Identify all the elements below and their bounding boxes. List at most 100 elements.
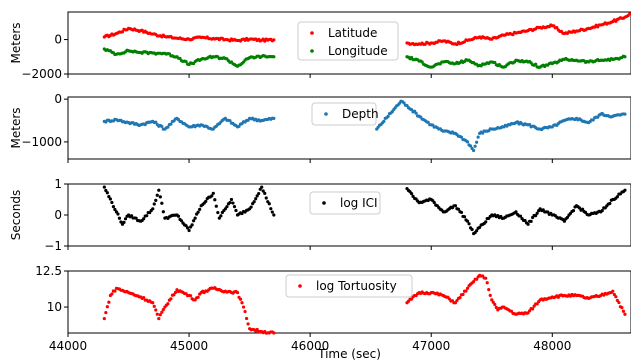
data-point (105, 191, 109, 195)
data-point (188, 294, 193, 298)
data-point (484, 220, 488, 224)
y-tick-label: 0 (54, 92, 62, 106)
data-point (565, 215, 570, 220)
data-point (255, 194, 259, 198)
data-point (234, 208, 238, 213)
y-axis-label: Meters (9, 107, 23, 148)
legend-marker (298, 284, 302, 288)
data-point (617, 300, 621, 305)
data-point (142, 296, 146, 300)
data-point (426, 120, 430, 124)
data-point (107, 195, 111, 199)
x-tick-label: 45000 (170, 339, 208, 353)
data-point (491, 300, 495, 304)
data-point (229, 197, 234, 202)
data-point (104, 311, 108, 315)
legend-label: Latitude (328, 26, 377, 40)
x-tick-label: 48000 (533, 339, 571, 353)
data-point (272, 331, 276, 335)
data-point (152, 304, 156, 308)
data-point (487, 288, 491, 292)
data-point (623, 112, 627, 116)
data-point (475, 229, 479, 233)
data-point (414, 111, 418, 115)
data-point (467, 222, 471, 226)
data-point (409, 192, 414, 196)
data-point (231, 201, 235, 205)
y-axis-label: Seconds (9, 190, 23, 240)
data-point (122, 220, 126, 225)
data-point (120, 30, 125, 34)
data-point (241, 305, 246, 309)
legend-label: Longitude (328, 44, 388, 58)
data-point (257, 191, 261, 196)
data-point (190, 223, 194, 227)
y-tick-label: 1 (54, 177, 62, 191)
data-point (154, 198, 158, 202)
data-point (107, 300, 111, 304)
data-point (264, 196, 268, 200)
data-point (254, 197, 258, 201)
data-point (591, 118, 595, 122)
data-point (155, 193, 159, 197)
data-point (472, 280, 476, 284)
data-point (464, 289, 468, 293)
legend: Latitude Longitude (297, 21, 399, 61)
series-1 (102, 99, 627, 153)
data-point (261, 189, 265, 193)
legend-marker (310, 31, 314, 35)
data-point (102, 316, 106, 321)
data-point (240, 301, 244, 305)
data-point (462, 215, 467, 219)
data-point (166, 302, 170, 306)
data-point (110, 292, 114, 296)
data-point (623, 188, 627, 192)
data-point (176, 214, 181, 218)
data-point (614, 295, 618, 299)
data-point (123, 217, 128, 221)
legend-box (311, 102, 377, 126)
data-point (611, 289, 615, 293)
data-point (105, 305, 109, 309)
data-point (386, 114, 390, 118)
data-point (493, 302, 497, 307)
data-point (193, 216, 197, 220)
data-point (145, 214, 149, 218)
axes-frame (67, 11, 631, 75)
panel-1: 0 −2000 Meters Latitude Longitude (9, 11, 631, 81)
data-point (432, 200, 436, 205)
x-tick-label: 44000 (49, 339, 87, 353)
data-point (270, 210, 274, 214)
data-point (102, 185, 106, 189)
data-point (490, 298, 494, 302)
data-point (117, 216, 122, 220)
legend: log Tortuosity (285, 274, 413, 298)
data-point (623, 312, 627, 316)
y-tick-label: −2000 (21, 67, 62, 81)
data-point (476, 135, 480, 139)
data-point (546, 210, 550, 214)
data-point (213, 198, 217, 202)
data-point (169, 297, 173, 301)
data-point (172, 293, 176, 297)
data-point (198, 207, 202, 211)
data-point (263, 191, 267, 195)
data-point (161, 308, 165, 312)
data-point (267, 202, 271, 206)
data-point (217, 216, 221, 220)
data-point (232, 205, 237, 209)
data-point (453, 204, 458, 208)
data-point (620, 306, 624, 310)
data-point (615, 195, 619, 199)
data-point (382, 119, 386, 123)
data-point (185, 226, 190, 230)
data-point (535, 211, 539, 215)
data-point (225, 205, 229, 209)
data-point (252, 200, 256, 204)
data-point (129, 214, 134, 218)
data-point (184, 60, 188, 64)
data-point (272, 55, 276, 59)
data-point (470, 227, 474, 232)
legend: log ICI (309, 191, 381, 215)
legend-box (297, 21, 399, 61)
